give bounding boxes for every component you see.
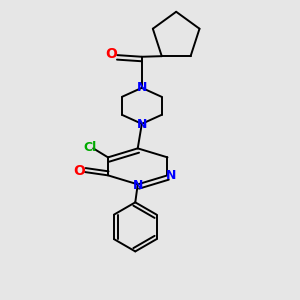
Text: O: O <box>105 47 117 61</box>
Text: N: N <box>136 80 147 94</box>
Text: N: N <box>136 118 147 131</box>
Text: Cl: Cl <box>83 141 97 154</box>
Text: N: N <box>133 179 143 193</box>
Text: O: O <box>74 164 85 178</box>
Text: N: N <box>166 169 176 182</box>
